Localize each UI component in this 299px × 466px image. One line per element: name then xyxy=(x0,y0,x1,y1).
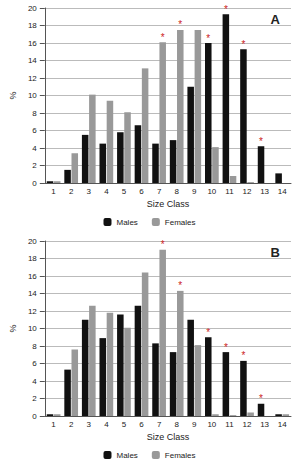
svg-text:6: 6 xyxy=(32,359,37,368)
svg-text:5: 5 xyxy=(122,420,127,429)
svg-text:0: 0 xyxy=(32,179,37,188)
svg-text:Males: Males xyxy=(116,451,137,460)
svg-text:13: 13 xyxy=(260,420,269,429)
svg-text:14: 14 xyxy=(28,56,37,65)
svg-text:Males: Males xyxy=(116,218,137,227)
svg-text:Females: Females xyxy=(165,218,196,227)
svg-text:5: 5 xyxy=(122,187,127,196)
svg-text:14: 14 xyxy=(28,289,37,298)
svg-text:12: 12 xyxy=(28,307,37,316)
svg-text:7: 7 xyxy=(157,187,162,196)
svg-text:%: % xyxy=(8,91,18,99)
svg-text:7: 7 xyxy=(157,420,162,429)
svg-text:16: 16 xyxy=(28,39,37,48)
svg-text:*: * xyxy=(259,393,263,404)
svg-text:3: 3 xyxy=(87,187,92,196)
svg-text:18: 18 xyxy=(28,21,37,30)
svg-text:4: 4 xyxy=(32,377,37,386)
svg-text:3: 3 xyxy=(87,420,92,429)
svg-text:*: * xyxy=(241,39,245,50)
svg-text:10: 10 xyxy=(28,91,37,100)
svg-text:*: * xyxy=(161,32,165,43)
svg-text:4: 4 xyxy=(32,144,37,153)
svg-text:*: * xyxy=(206,327,210,338)
svg-text:*: * xyxy=(259,136,263,147)
svg-text:13: 13 xyxy=(260,187,269,196)
svg-text:*: * xyxy=(224,342,228,353)
svg-text:Size Class: Size Class xyxy=(147,199,190,209)
svg-text:A: A xyxy=(271,12,281,27)
svg-text:10: 10 xyxy=(207,420,216,429)
svg-text:4: 4 xyxy=(104,187,109,196)
svg-text:4: 4 xyxy=(104,420,109,429)
svg-text:14: 14 xyxy=(278,420,287,429)
svg-text:2: 2 xyxy=(69,187,74,196)
svg-text:8: 8 xyxy=(32,109,37,118)
svg-text:*: * xyxy=(161,239,165,250)
svg-text:2: 2 xyxy=(32,394,37,403)
svg-text:8: 8 xyxy=(174,420,179,429)
svg-text:2: 2 xyxy=(69,420,74,429)
svg-text:Females: Females xyxy=(165,451,196,460)
svg-text:%: % xyxy=(8,324,18,332)
svg-text:10: 10 xyxy=(28,324,37,333)
svg-text:18: 18 xyxy=(28,254,37,263)
svg-text:12: 12 xyxy=(243,187,252,196)
svg-text:2: 2 xyxy=(32,161,37,170)
svg-text:8: 8 xyxy=(32,342,37,351)
svg-text:12: 12 xyxy=(28,74,37,83)
svg-text:11: 11 xyxy=(225,420,234,429)
svg-text:12: 12 xyxy=(243,420,252,429)
svg-text:20: 20 xyxy=(28,237,37,246)
svg-text:10: 10 xyxy=(207,187,216,196)
svg-text:B: B xyxy=(271,245,280,260)
svg-text:Size Class: Size Class xyxy=(147,432,190,442)
svg-text:14: 14 xyxy=(278,187,287,196)
svg-text:9: 9 xyxy=(192,187,197,196)
svg-text:0: 0 xyxy=(32,412,37,421)
svg-text:1: 1 xyxy=(51,187,56,196)
svg-text:*: * xyxy=(206,33,210,44)
svg-text:6: 6 xyxy=(139,420,144,429)
svg-text:*: * xyxy=(178,19,182,30)
svg-text:6: 6 xyxy=(139,187,144,196)
svg-text:9: 9 xyxy=(192,420,197,429)
svg-text:11: 11 xyxy=(225,187,234,196)
svg-text:*: * xyxy=(178,280,182,291)
svg-text:20: 20 xyxy=(28,4,37,13)
svg-text:1: 1 xyxy=(51,420,56,429)
svg-text:16: 16 xyxy=(28,272,37,281)
svg-text:*: * xyxy=(241,350,245,361)
svg-text:*: * xyxy=(224,4,228,15)
svg-text:6: 6 xyxy=(32,126,37,135)
svg-text:8: 8 xyxy=(174,187,179,196)
